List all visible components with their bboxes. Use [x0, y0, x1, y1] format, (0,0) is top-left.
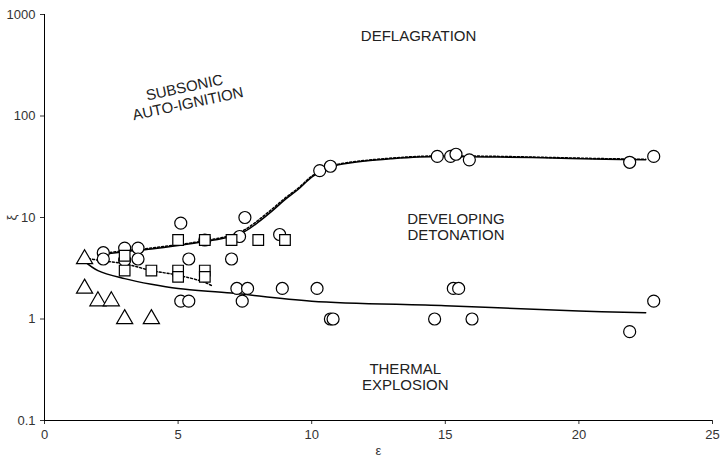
svg-text:0: 0: [41, 427, 48, 442]
svg-text:DEFLAGRATION: DEFLAGRATION: [361, 27, 477, 44]
svg-text:DEVELOPINGDETONATION: DEVELOPINGDETONATION: [407, 210, 505, 244]
svg-text:ε: ε: [376, 443, 382, 458]
svg-text:10: 10: [304, 427, 318, 442]
svg-text:0.1: 0.1: [17, 413, 35, 428]
svg-text:ξ: ξ: [4, 214, 19, 220]
svg-text:5: 5: [174, 427, 181, 442]
svg-text:1000: 1000: [7, 7, 36, 22]
svg-text:25: 25: [705, 427, 719, 442]
svg-text:1: 1: [28, 311, 35, 326]
svg-text:10: 10: [21, 210, 35, 225]
svg-text:15: 15: [438, 427, 452, 442]
svg-text:20: 20: [572, 427, 586, 442]
svg-text:100: 100: [14, 108, 36, 123]
svg-text:THERMALEXPLOSION: THERMALEXPLOSION: [362, 360, 449, 394]
svg-text:SUBSONICAUTO-IGNITION: SUBSONICAUTO-IGNITION: [127, 67, 245, 123]
